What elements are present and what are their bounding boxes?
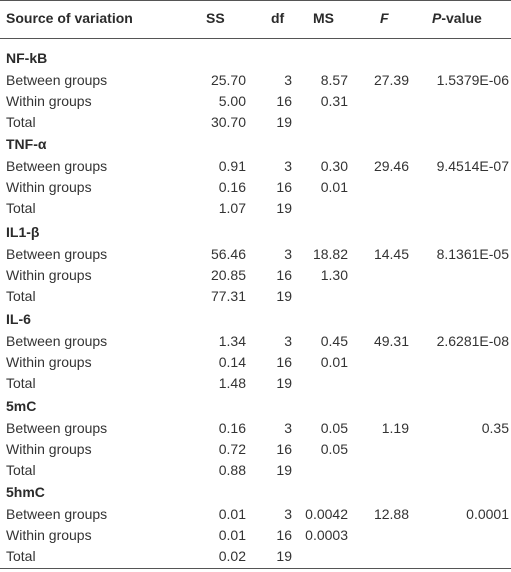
ss-cell: 0.16 [218, 179, 246, 195]
section-title: 5mC [6, 398, 37, 414]
row-label: Between groups [6, 72, 108, 88]
p-value-cell: 9.4514E-07 [436, 158, 509, 174]
ss-cell: 1.48 [218, 375, 246, 391]
ss-cell: 5.00 [218, 93, 246, 109]
ms-cell: 0.05 [320, 420, 348, 436]
ss-cell: 0.88 [218, 462, 246, 478]
ss-cell: 1.07 [218, 200, 246, 216]
f-cell: 27.39 [373, 72, 409, 88]
ss-cell: 30.70 [210, 114, 246, 130]
header-ms: MS [313, 10, 334, 26]
row-label: Between groups [6, 333, 108, 349]
section-title: IL-6 [6, 311, 31, 327]
f-cell: 29.46 [373, 158, 409, 174]
table-header: Source of variation SS df MS F P-value [0, 0, 511, 36]
df-cell: 16 [276, 441, 292, 457]
ss-cell: 0.16 [218, 420, 246, 436]
row-label: Within groups [6, 354, 92, 370]
p-value-cell: 2.6281E-08 [436, 333, 509, 349]
ss-cell: 1.34 [218, 333, 246, 349]
df-cell: 3 [284, 506, 292, 522]
row-label: Between groups [6, 420, 108, 436]
df-cell: 3 [284, 158, 292, 174]
df-cell: 3 [284, 420, 292, 436]
row-label: Within groups [6, 441, 92, 457]
p-value-cell: 0.35 [481, 420, 509, 436]
header-p-value: P-value [432, 8, 482, 28]
ms-cell: 0.45 [320, 333, 348, 349]
ss-cell: 0.91 [218, 158, 246, 174]
ss-cell: 77.31 [210, 288, 246, 304]
ms-cell: 18.82 [312, 246, 348, 262]
df-cell: 19 [276, 114, 292, 130]
row-label: Between groups [6, 158, 108, 174]
p-value-cell: 1.5379E-06 [436, 72, 509, 88]
ss-cell: 0.01 [218, 527, 246, 543]
bottom-rule [0, 568, 511, 569]
header-source: Source of variation [6, 10, 133, 26]
df-cell: 19 [276, 462, 292, 478]
df-cell: 16 [276, 354, 292, 370]
df-cell: 16 [276, 527, 292, 543]
row-label: Within groups [6, 527, 92, 543]
header-f: F [380, 10, 389, 26]
df-cell: 19 [276, 200, 292, 216]
ms-cell: 8.57 [320, 72, 348, 88]
ss-cell: 56.46 [210, 246, 246, 262]
row-label: Between groups [6, 246, 108, 262]
ms-cell: 0.01 [320, 179, 348, 195]
df-cell: 16 [276, 179, 292, 195]
header-p-italic: P [432, 10, 442, 26]
f-cell: 14.45 [373, 246, 409, 262]
section-title: TNF-α [6, 136, 47, 152]
section-title: NF-kB [6, 50, 48, 66]
f-cell: 12.88 [373, 506, 409, 522]
df-cell: 19 [276, 548, 292, 564]
p-value-cell: 0.0001 [466, 506, 509, 522]
row-label: Total [6, 375, 36, 391]
ms-cell: 0.05 [320, 441, 348, 457]
ss-cell: 0.01 [218, 506, 246, 522]
ss-cell: 25.70 [210, 72, 246, 88]
row-label: Total [6, 288, 36, 304]
df-cell: 3 [284, 246, 292, 262]
ss-cell: 0.02 [218, 548, 246, 564]
row-label: Total [6, 114, 36, 130]
header-p-rest: -value [441, 10, 482, 26]
df-cell: 16 [276, 93, 292, 109]
df-cell: 3 [284, 72, 292, 88]
f-cell: 1.19 [381, 420, 409, 436]
ss-cell: 0.14 [218, 354, 246, 370]
row-label: Within groups [6, 179, 92, 195]
df-cell: 3 [284, 333, 292, 349]
ss-cell: 20.85 [210, 267, 246, 283]
p-value-cell: 8.1361E-05 [436, 246, 509, 262]
ss-cell: 0.72 [218, 441, 246, 457]
section-title: 5hmC [6, 484, 45, 500]
ms-cell: 0.31 [320, 93, 348, 109]
top-rule [0, 0, 511, 1]
ms-cell: 1.30 [320, 267, 348, 283]
row-label: Total [6, 200, 36, 216]
df-cell: 16 [276, 267, 292, 283]
row-label: Total [6, 462, 36, 478]
row-label: Within groups [6, 267, 92, 283]
df-cell: 19 [276, 375, 292, 391]
f-cell: 49.31 [373, 333, 409, 349]
header-ss: SS [206, 10, 225, 26]
header-df: df [271, 10, 285, 26]
section-title: IL1-β [6, 224, 40, 240]
df-cell: 19 [276, 288, 292, 304]
ms-cell: 0.30 [320, 158, 348, 174]
ms-cell: 0.0042 [305, 506, 348, 522]
row-label: Between groups [6, 506, 108, 522]
row-label: Total [6, 548, 36, 564]
header-rule [0, 38, 511, 39]
ms-cell: 0.0003 [305, 527, 348, 543]
ms-cell: 0.01 [320, 354, 348, 370]
row-label: Within groups [6, 93, 92, 109]
